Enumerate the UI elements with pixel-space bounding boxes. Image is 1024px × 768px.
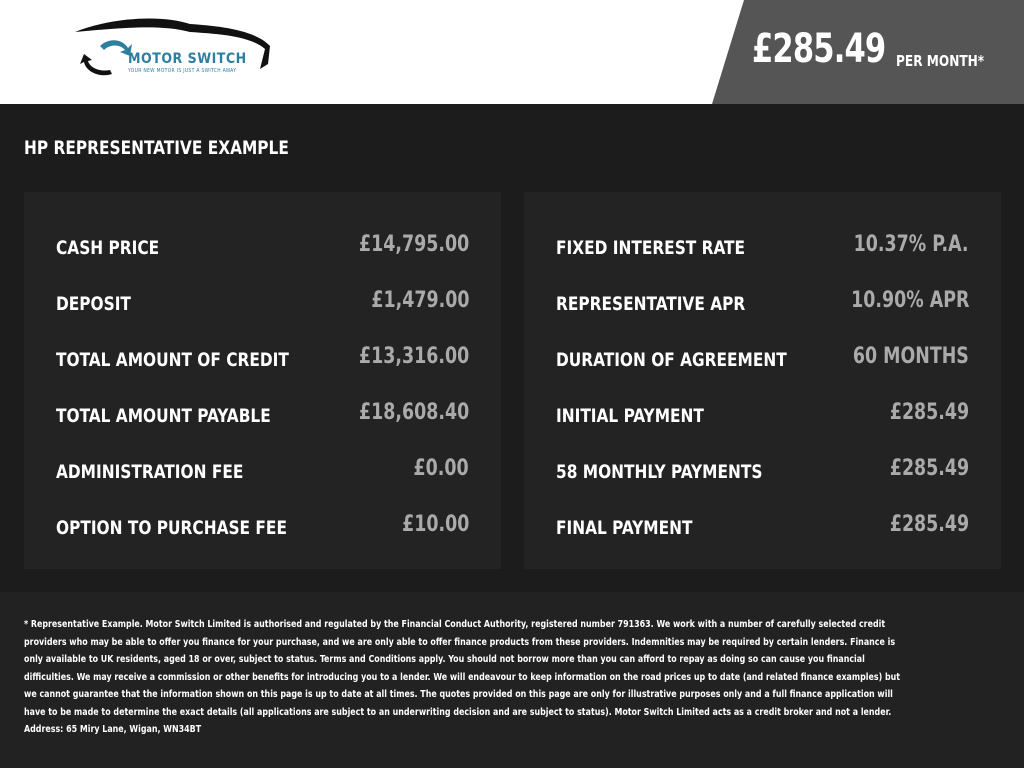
- row-label: INITIAL PAYMENT: [556, 405, 704, 427]
- finance-row: OPTION TO PURCHASE FEE £10.00: [56, 496, 469, 552]
- row-label: OPTION TO PURCHASE FEE: [56, 517, 287, 539]
- car-swoosh-icon: [75, 18, 270, 76]
- row-value: £285.49: [889, 455, 969, 481]
- header: MOTOR SWITCH YOUR NEW MOTOR IS JUST A SW…: [0, 0, 1024, 104]
- row-value: £285.49: [889, 399, 969, 425]
- finance-row: DEPOSIT £1,479.00: [56, 272, 469, 328]
- finance-details-left: CASH PRICE £14,795.00 DEPOSIT £1,479.00 TO…: [24, 192, 501, 569]
- finance-row: FINAL PAYMENT £285.49: [556, 496, 969, 552]
- finance-row: REPRESENTATIVE APR 10.90% APR: [556, 272, 969, 328]
- row-value: 10.37% P.A.: [854, 231, 969, 257]
- row-label: DEPOSIT: [56, 293, 131, 315]
- row-value: £0.00: [413, 455, 469, 481]
- finance-row: TOTAL AMOUNT OF CREDIT £13,316.00: [56, 328, 469, 384]
- finance-row: 58 MONTHLY PAYMENTS £285.49: [556, 440, 969, 496]
- row-label: REPRESENTATIVE APR: [556, 293, 746, 315]
- motor-switch-logo: MOTOR SWITCH YOUR NEW MOTOR IS JUST A SW…: [70, 14, 280, 86]
- section-title: HP REPRESENTATIVE EXAMPLE: [24, 137, 289, 159]
- footer: * Representative Example. Motor Switch L…: [0, 592, 1024, 768]
- row-label: FIXED INTEREST RATE: [556, 237, 746, 259]
- row-value: £1,479.00: [370, 287, 469, 313]
- row-label: TOTAL AMOUNT OF CREDIT: [56, 349, 289, 371]
- disclaimer-text: * Representative Example. Motor Switch L…: [24, 619, 901, 735]
- row-value: £14,795.00: [358, 231, 469, 257]
- row-label: FINAL PAYMENT: [556, 517, 693, 539]
- finance-row: ADMINISTRATION FEE £0.00: [56, 440, 469, 496]
- row-label: 58 MONTHLY PAYMENTS: [556, 461, 763, 483]
- finance-row: CASH PRICE £14,795.00: [56, 216, 469, 272]
- row-value: £10.00: [401, 511, 469, 537]
- row-label: DURATION OF AGREEMENT: [556, 349, 787, 371]
- finance-row: DURATION OF AGREEMENT 60 MONTHS: [556, 328, 969, 384]
- row-value: 60 MONTHS: [852, 343, 969, 369]
- logo-tagline: YOUR NEW MOTOR IS JUST A SWITCH AWAY: [128, 68, 237, 74]
- row-label: TOTAL AMOUNT PAYABLE: [56, 405, 271, 427]
- finance-row: FIXED INTEREST RATE 10.37% P.A.: [556, 216, 969, 272]
- finance-details-right: FIXED INTEREST RATE 10.37% P.A. REPRESENT…: [524, 192, 1001, 569]
- finance-row: INITIAL PAYMENT £285.49: [556, 384, 969, 440]
- monthly-price: £285.49: [752, 26, 886, 72]
- row-value: £13,316.00: [358, 343, 469, 369]
- monthly-price-panel: £285.49 PER MONTH*: [712, 0, 1024, 104]
- row-label: CASH PRICE: [56, 237, 160, 259]
- logo-name: MOTOR SWITCH: [128, 51, 247, 67]
- finance-row: TOTAL AMOUNT PAYABLE £18,608.40: [56, 384, 469, 440]
- row-value: 10.90% APR: [850, 287, 969, 313]
- row-label: ADMINISTRATION FEE: [56, 461, 244, 483]
- row-value: £285.49: [889, 511, 969, 537]
- row-value: £18,608.40: [358, 399, 469, 425]
- per-month-label: PER MONTH*: [896, 52, 985, 70]
